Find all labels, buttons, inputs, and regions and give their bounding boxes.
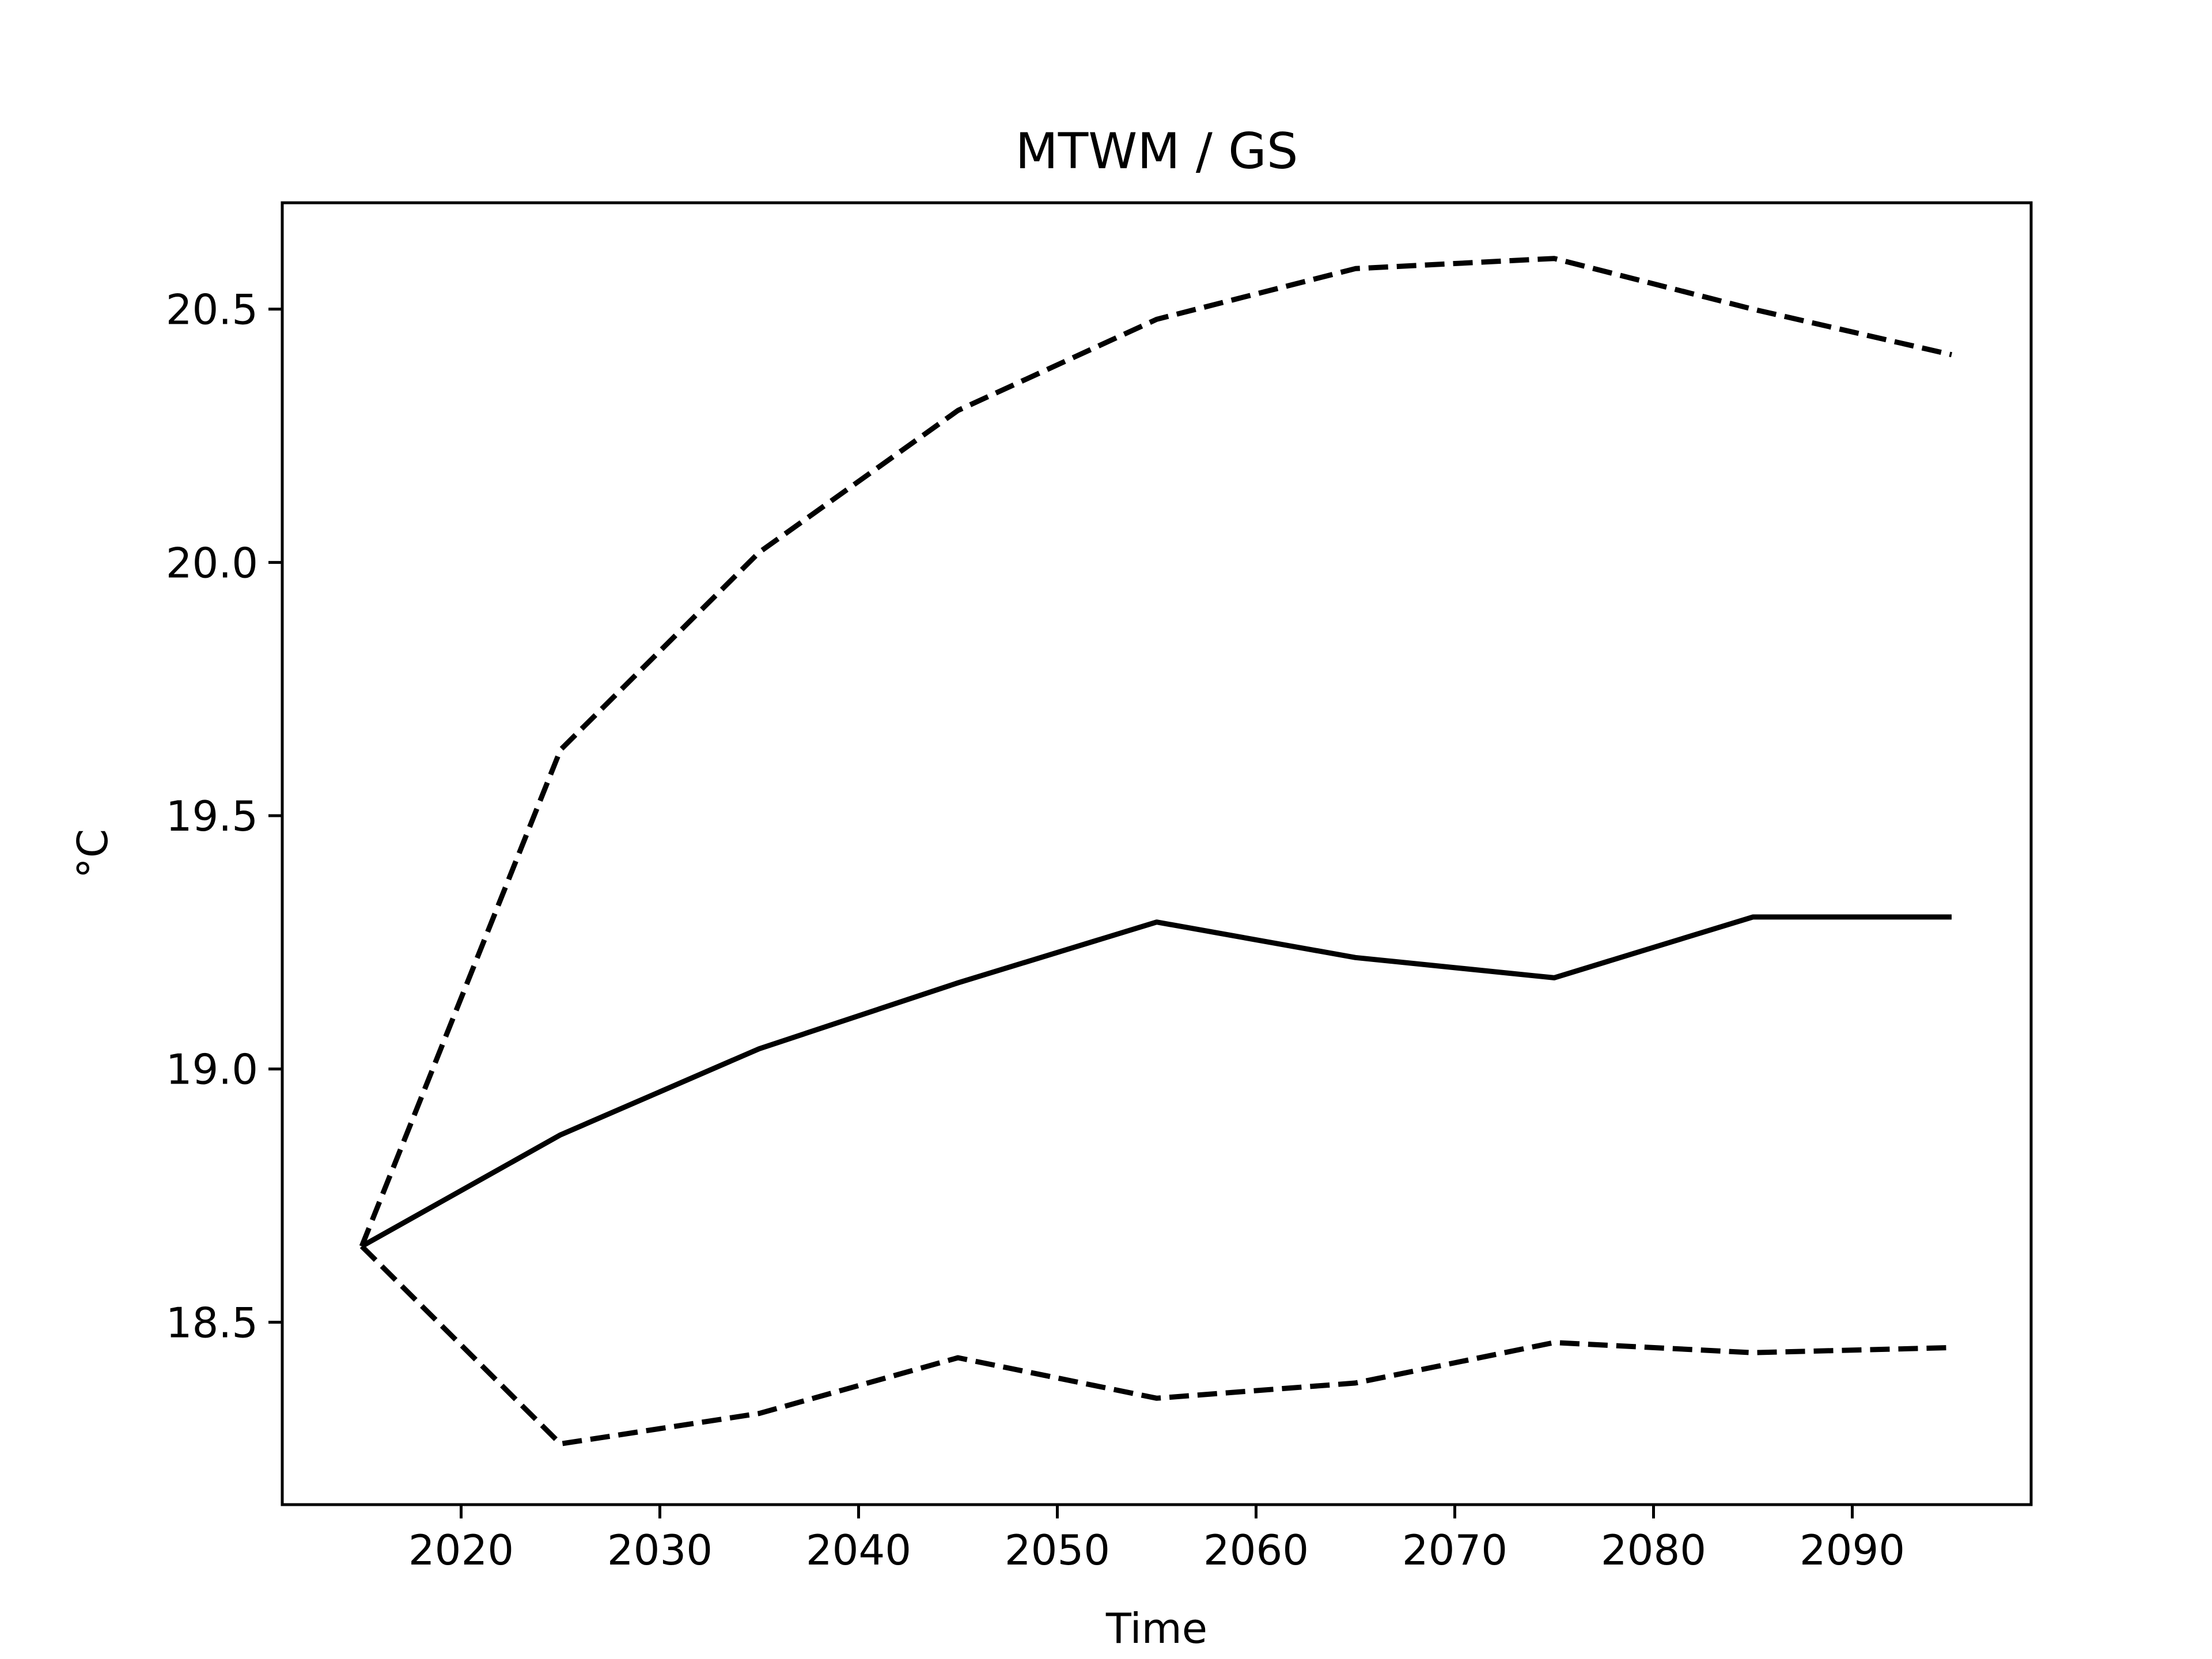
x-tick-label: 2030 bbox=[607, 1526, 713, 1574]
x-tick-label: 2090 bbox=[1800, 1526, 1905, 1574]
x-axis-label: Time bbox=[1105, 1604, 1207, 1653]
y-axis: 18.5 19.0 19.5 20.0 20.5 bbox=[166, 286, 282, 1347]
series-layer bbox=[359, 256, 1953, 1446]
x-tick-label: 2060 bbox=[1203, 1526, 1309, 1574]
x-tick-label: 2040 bbox=[806, 1526, 911, 1574]
x-axis: 2020 2030 2040 2050 2060 2070 2080 2090 bbox=[408, 1505, 1905, 1574]
dashed-series-line-0 bbox=[359, 256, 1953, 1248]
x-tick-label: 2070 bbox=[1402, 1526, 1508, 1574]
y-tick-label: 20.0 bbox=[166, 539, 258, 587]
y-tick-label: 18.5 bbox=[166, 1298, 258, 1347]
y-tick-label: 19.0 bbox=[166, 1046, 258, 1094]
x-tick-label: 2050 bbox=[1005, 1526, 1110, 1574]
dashed-series-line-2 bbox=[359, 1244, 1952, 1446]
chart-title: MTWM / GS bbox=[1016, 123, 1298, 180]
solid-series-line bbox=[360, 914, 1952, 1249]
y-axis-label: °C bbox=[69, 829, 117, 878]
y-tick-label: 19.5 bbox=[166, 792, 258, 840]
y-tick-label: 20.5 bbox=[166, 286, 258, 334]
x-tick-label: 2020 bbox=[408, 1526, 514, 1574]
plot-frame bbox=[281, 201, 2033, 1506]
x-tick-label: 2080 bbox=[1601, 1526, 1706, 1574]
